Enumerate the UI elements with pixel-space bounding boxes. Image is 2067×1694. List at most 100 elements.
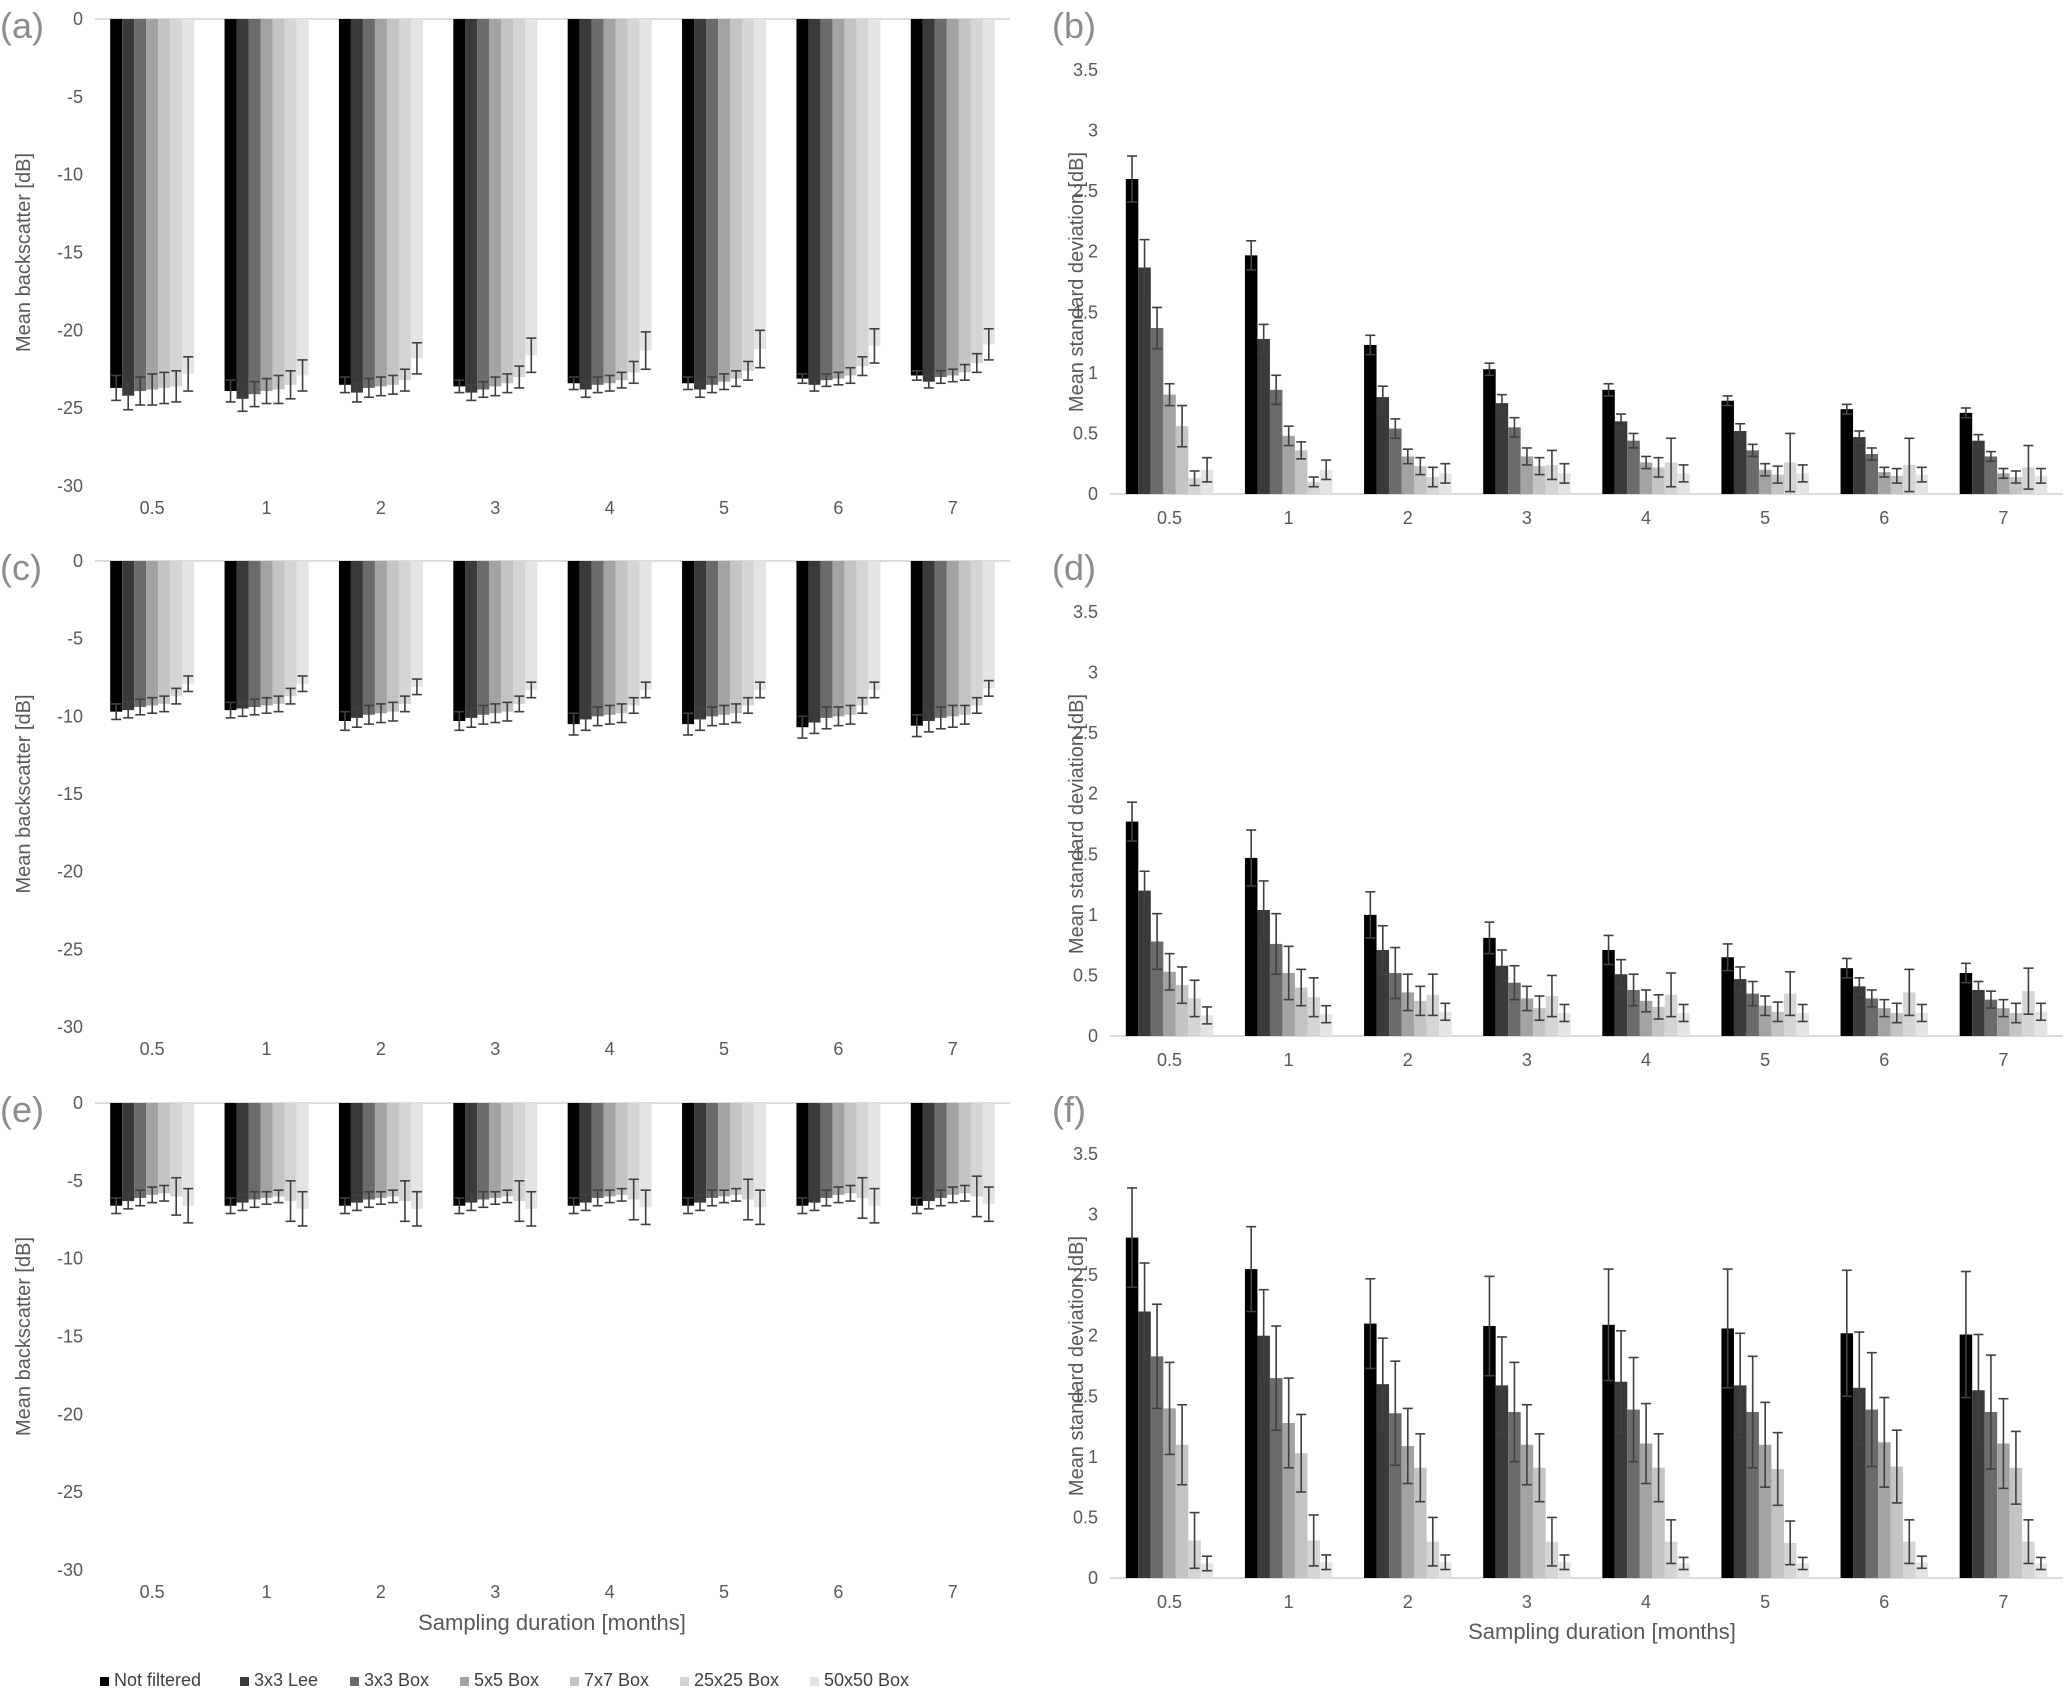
y-tick-label: -30 [57, 1017, 83, 1037]
chart-panel-4: (d) Mean standard deviation [dB] 0 0.5 1 1.5 2… [1052, 547, 2063, 1070]
bar [1865, 454, 1879, 494]
y-tick-label: -15 [57, 784, 83, 804]
bar [1282, 435, 1295, 494]
bar [1319, 1014, 1333, 1036]
bar [1414, 1467, 1427, 1578]
bar [868, 1103, 881, 1206]
y-tick-label: -5 [67, 1171, 83, 1191]
bar [1175, 985, 1189, 1036]
bar [122, 1103, 135, 1202]
bar [1125, 1237, 1139, 1578]
bar [970, 1103, 983, 1197]
bar [1677, 1012, 1690, 1036]
bar [718, 19, 731, 382]
bar [1257, 1335, 1270, 1578]
legend-swatch [240, 1677, 249, 1686]
bar [808, 1103, 821, 1203]
bar [1175, 1444, 1189, 1578]
bar [718, 1103, 731, 1197]
bar [958, 1103, 971, 1194]
y-tick-label: 2.5 [1073, 1265, 1098, 1285]
bar [236, 561, 249, 709]
bar [338, 1103, 351, 1206]
x-tick-label: 0.5 [140, 498, 165, 518]
x-tick-label: 5 [719, 1039, 729, 1059]
bar [465, 561, 478, 718]
bar [236, 1103, 249, 1203]
x-tick-label: 6 [833, 1582, 843, 1602]
panel-label: (d) [1052, 547, 1096, 588]
bar [362, 561, 375, 715]
bar [1401, 992, 1415, 1036]
y-tick-label: 0 [73, 1093, 83, 1113]
panel-label: (c) [0, 547, 42, 588]
bar [1771, 474, 1784, 494]
bar [1639, 462, 1653, 494]
bar [284, 561, 297, 697]
bar [272, 1103, 285, 1197]
bar [1602, 389, 1615, 494]
y-tick-label: -15 [57, 243, 83, 263]
y-tick-label: 3.5 [1073, 602, 1098, 622]
bar [134, 561, 147, 708]
bar [1853, 437, 1866, 494]
bar [832, 1103, 845, 1195]
bar [1627, 989, 1640, 1036]
bar [260, 19, 273, 392]
bar [1915, 1012, 1929, 1036]
y-tick-label: -20 [57, 1404, 83, 1424]
x-tick-label: 1 [1284, 508, 1294, 528]
bar [567, 561, 580, 725]
x-tick-label: 7 [1998, 508, 2008, 528]
bar [627, 19, 640, 373]
x-tick-label: 7 [948, 1582, 958, 1602]
bar [754, 19, 767, 350]
bar [856, 561, 869, 706]
bar [1150, 328, 1164, 494]
legend-swatch [680, 1677, 689, 1686]
bar [1746, 450, 1759, 494]
bar [579, 561, 592, 720]
bar [1878, 1008, 1891, 1036]
y-axis-title: Mean backscatter [dB] [13, 695, 35, 894]
bar [1294, 987, 1308, 1036]
bar [754, 561, 767, 690]
bar [970, 19, 983, 364]
x-tick-label: 3 [490, 1039, 500, 1059]
bar [170, 19, 183, 387]
bar [513, 561, 526, 704]
bar [338, 561, 351, 721]
bar [922, 561, 935, 721]
bar [1282, 1422, 1295, 1578]
bar [350, 19, 363, 393]
legend-swatch [570, 1677, 579, 1686]
bar [374, 561, 387, 714]
y-tick-label: 0 [73, 9, 83, 29]
bar [1627, 440, 1640, 494]
bar [970, 561, 983, 706]
bar [1244, 857, 1258, 1036]
chart-panel-3: (c) Mean backscatter [dB] 0 -5 -10 -15 -20 -25 -… [0, 547, 1010, 1059]
bar [1865, 998, 1879, 1036]
bar [525, 1103, 538, 1209]
legend-label: 3x3 Box [364, 1670, 429, 1690]
bar [844, 561, 857, 715]
bar [796, 561, 809, 728]
bar [1125, 179, 1139, 494]
bar [465, 19, 478, 393]
x-tick-label: 2 [1403, 508, 1413, 528]
bar [820, 561, 833, 718]
y-tick-label: -10 [57, 1249, 83, 1269]
x-tick-label: 6 [1879, 508, 1889, 528]
bar [742, 19, 755, 371]
chart-panel-5: (e) Mean backscatter [dB] 0 -5 -10 -15 -20 -25 -… [0, 1089, 1010, 1602]
chart-panel-2: (b) Mean standard deviation [dB] 0 0.5 1 1.5 2… [1052, 5, 2063, 528]
x-tick-label: 2 [1403, 1592, 1413, 1612]
bar [1269, 1378, 1283, 1578]
legend-label: 5x5 Box [474, 1670, 539, 1690]
x-tick-label: 1 [1284, 1592, 1294, 1612]
panel-label: (f) [1052, 1089, 1086, 1130]
bar [1677, 473, 1690, 494]
x-tick-label: 7 [948, 1039, 958, 1059]
